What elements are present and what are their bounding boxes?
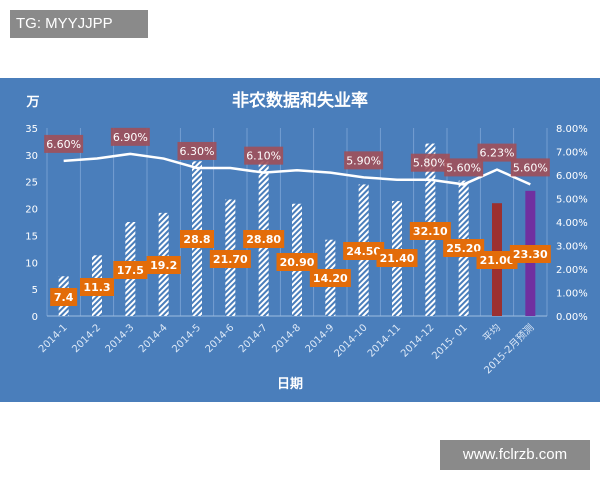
bar-data-label: 25.20 xyxy=(446,242,481,255)
right-tick-label: 0.00% xyxy=(556,312,588,323)
bar-label-box xyxy=(209,250,251,268)
line-data-label: 6.10% xyxy=(246,150,281,163)
left-tick-label: 15 xyxy=(25,231,38,242)
line-label-box xyxy=(510,158,550,177)
bar-label-box xyxy=(443,239,485,257)
line-data-label: 6.90% xyxy=(113,131,148,144)
line-label-box xyxy=(44,134,84,153)
line-data-label: 6.60% xyxy=(46,138,81,151)
line-label-box xyxy=(244,146,284,165)
x-axis-label: 日期 xyxy=(277,377,303,392)
line-label-box xyxy=(410,153,450,172)
right-tick-label: 3.00% xyxy=(556,242,588,253)
left-tick-label: 30 xyxy=(25,151,38,162)
right-tick-label: 2.00% xyxy=(556,265,588,276)
bar-data-label: 20.90 xyxy=(280,256,315,269)
bar-data-label: 7.4 xyxy=(54,291,74,304)
bar-data-label: 28.8 xyxy=(183,233,210,246)
right-tick-label: 4.00% xyxy=(556,218,588,229)
bar-label-box xyxy=(309,269,351,287)
y-axis-label: 万 xyxy=(25,95,39,110)
line-data-label: 6.23% xyxy=(480,147,515,160)
bar-label-box xyxy=(343,242,385,260)
bar-label-box xyxy=(409,222,451,240)
left-tick-label: 10 xyxy=(25,258,38,269)
bar-data-label: 11.3 xyxy=(83,281,110,294)
left-tick-label: 0 xyxy=(32,312,38,323)
bar-label-box xyxy=(509,245,551,263)
left-tick-label: 35 xyxy=(25,124,38,135)
line-label-box xyxy=(344,151,384,170)
line-data-label: 5.60% xyxy=(513,161,548,174)
bar-label-box xyxy=(80,278,114,296)
left-tick-label: 5 xyxy=(32,285,38,296)
bar-label-box xyxy=(376,249,418,267)
line-data-label: 5.60% xyxy=(446,161,481,174)
line-label-box xyxy=(444,158,484,177)
bar-data-label: 28.80 xyxy=(246,233,281,246)
line-data-label: 5.80% xyxy=(413,157,448,170)
watermark-top: TG: MYYJJPP xyxy=(10,10,148,38)
unemployment-line xyxy=(63,152,531,186)
line-label-box xyxy=(110,127,150,146)
right-tick-label: 7.00% xyxy=(556,148,588,159)
bar-label-box xyxy=(50,288,78,306)
bar-label-box xyxy=(113,261,148,279)
bar-data-label: 21.40 xyxy=(380,252,415,265)
bar-data-label: 19.2 xyxy=(150,259,177,272)
chart-title: 非农数据和失业率 xyxy=(232,90,368,111)
left-tick-label: 20 xyxy=(25,205,38,216)
right-tick-label: 1.00% xyxy=(556,289,588,300)
chart: 非农数据和失业率 万 日期 0 5 10 15 20 25 30 35 0.00% 1.00% 2.… xyxy=(0,78,600,402)
bar-data-label: 24.50 xyxy=(346,245,381,258)
bar-data-label: 21.70 xyxy=(213,253,248,266)
bar-label-box xyxy=(146,256,181,274)
bar-data-label: 17.5 xyxy=(117,264,144,277)
bar-data-label: 23.30 xyxy=(513,248,548,261)
bar-label-box xyxy=(276,253,318,271)
bar-data-label: 32.10 xyxy=(413,225,448,238)
line-data-label: 5.90% xyxy=(346,154,381,167)
right-tick-label: 8.00% xyxy=(556,124,588,135)
bar-label-box xyxy=(243,230,285,248)
right-tick-label: 6.00% xyxy=(556,171,588,182)
bar-label-box xyxy=(180,230,214,248)
left-tick-label: 25 xyxy=(25,178,38,189)
bar-data-label: 21.00 xyxy=(480,254,515,267)
right-tick-label: 5.00% xyxy=(556,195,588,206)
bar-label-box xyxy=(476,251,518,269)
line-label-box xyxy=(477,143,517,162)
bar-data-label: 14.20 xyxy=(313,272,348,285)
line-label-box xyxy=(177,141,217,160)
watermark-bottom: www.fclrzb.com xyxy=(440,440,590,470)
line-data-label: 6.30% xyxy=(180,145,215,158)
